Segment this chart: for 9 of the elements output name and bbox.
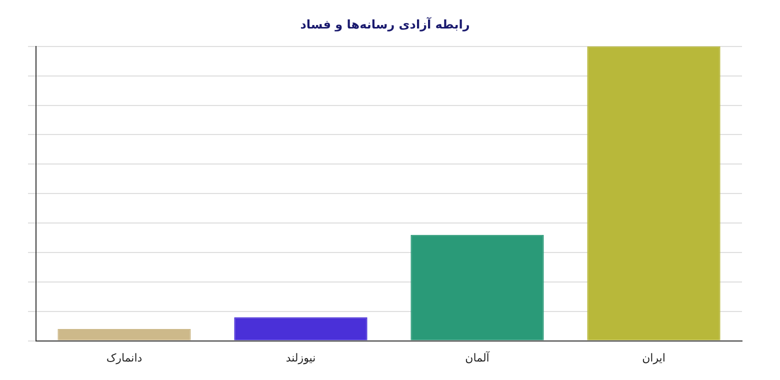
bar — [587, 46, 720, 340]
x-tick-label: نیوزلند — [286, 351, 316, 364]
bar — [410, 234, 544, 340]
x-tick-label: ایران — [642, 351, 666, 364]
chart-title: رابطه آزادی رسانه‌ها و فساد — [300, 16, 470, 32]
bar — [58, 329, 191, 340]
bar — [234, 317, 368, 340]
x-tick-label: آلمان — [465, 350, 490, 364]
x-tick-label: دانمارک — [106, 351, 142, 364]
